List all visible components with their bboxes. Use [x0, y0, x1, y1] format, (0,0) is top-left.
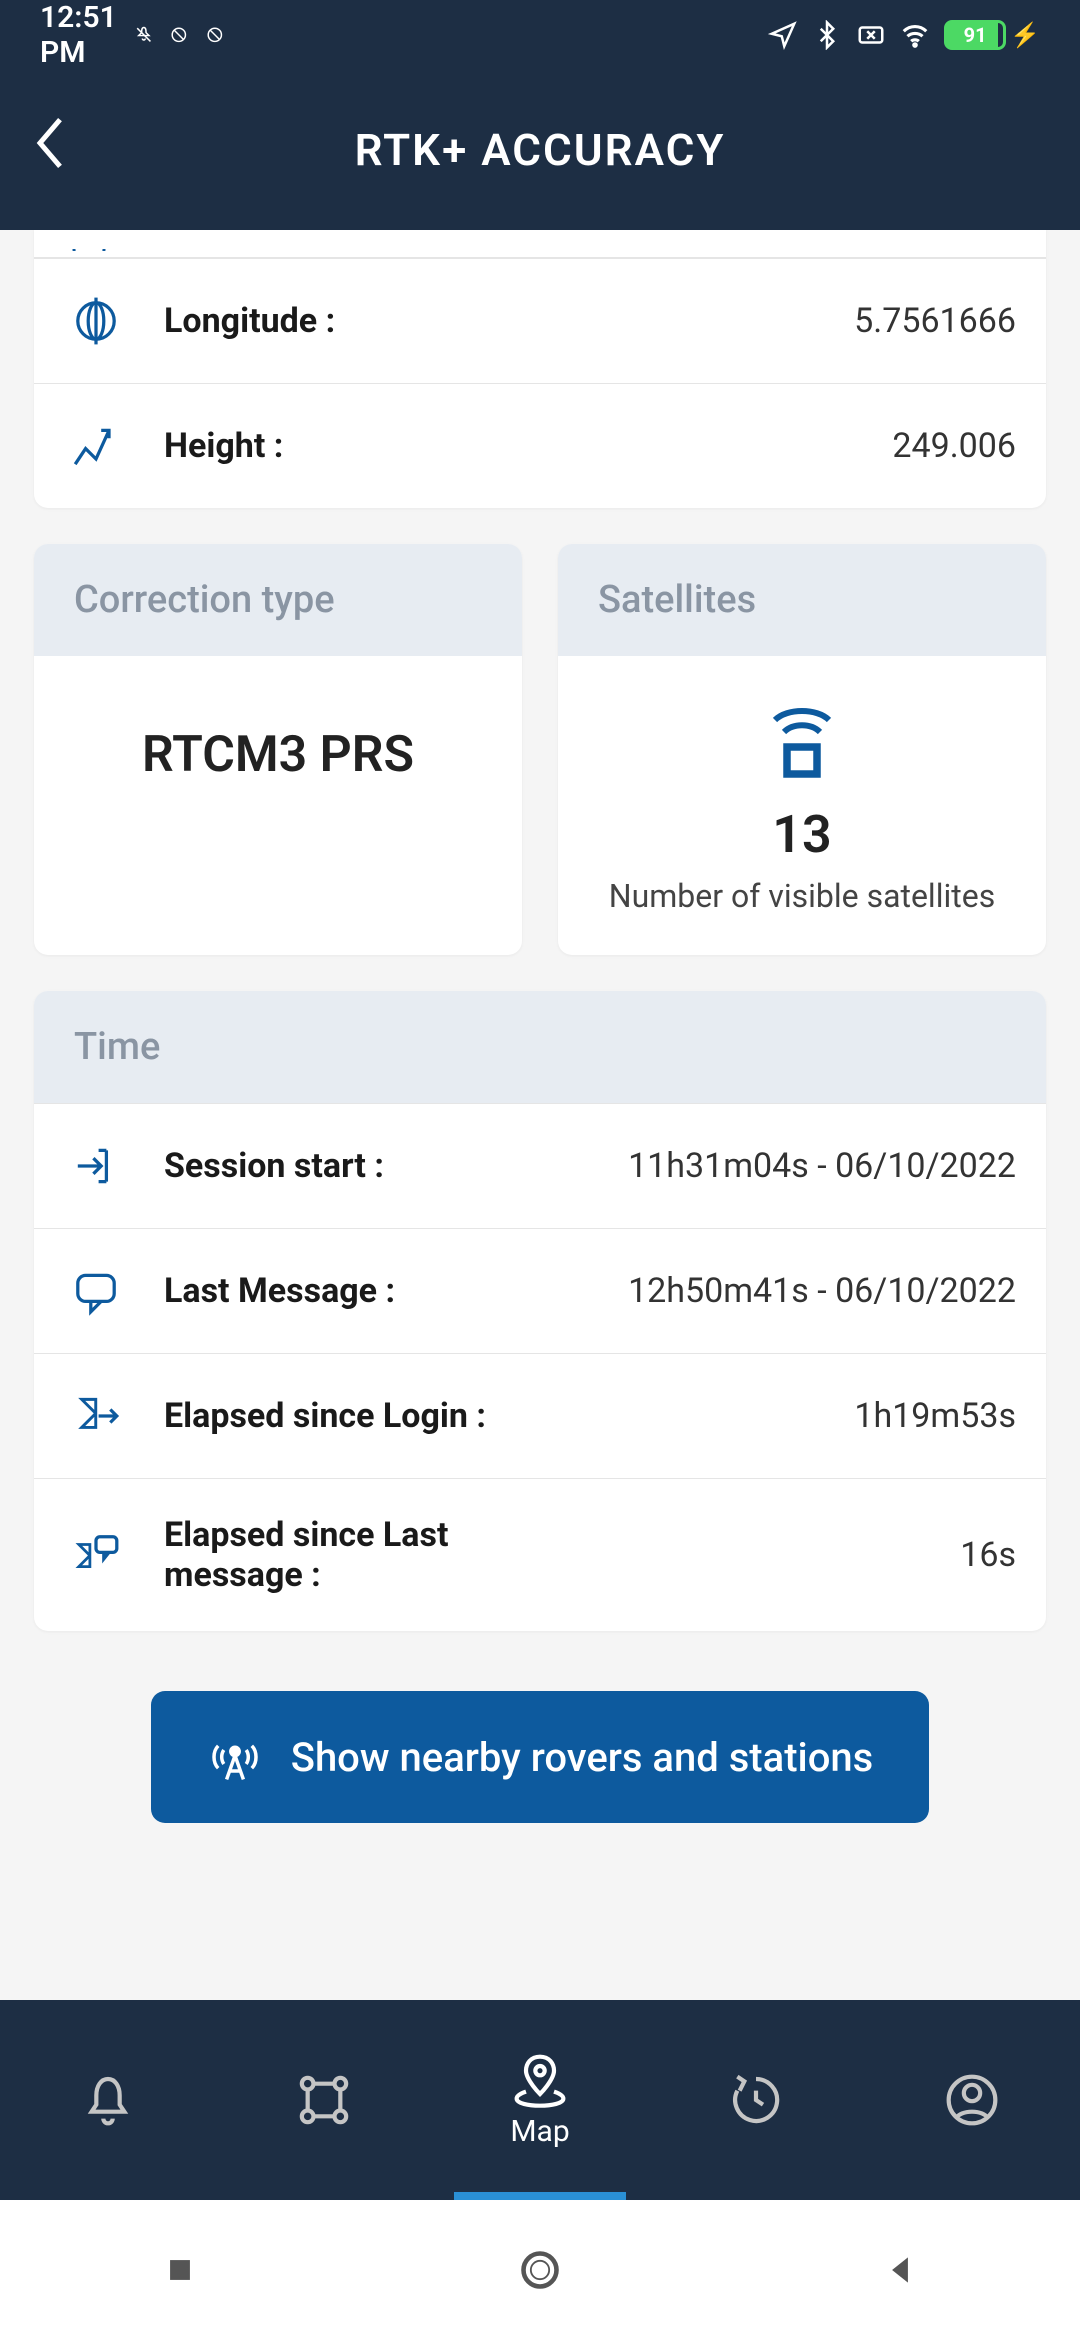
time-card: Time Session start : 11h31m04s - 06/10/2… [34, 991, 1046, 1631]
sys-back[interactable] [878, 2248, 922, 2292]
correction-header: Correction type [34, 544, 522, 656]
battery-indicator: 91 ⚡ [944, 20, 1040, 50]
dnd-icon-2 [206, 26, 224, 44]
sys-home[interactable] [518, 2248, 562, 2292]
sys-recent[interactable] [158, 2248, 202, 2292]
battery-level: 91 [944, 20, 1006, 50]
bluetooth-icon [812, 20, 842, 50]
height-value: 249.006 [892, 426, 1016, 466]
longitude-label: Longitude : [164, 301, 335, 341]
history-icon [728, 2072, 784, 2128]
height-row: Height : 249.006 [34, 383, 1046, 508]
elapsed-login-value: 1h19m53s [854, 1396, 1016, 1436]
partial-row [34, 230, 1046, 258]
last-message-value: 12h50m41s - 06/10/2022 [628, 1271, 1016, 1311]
show-nearby-label: Show nearby rovers and stations [291, 1734, 874, 1781]
nav-alerts[interactable] [0, 2000, 216, 2200]
elapsed-login-icon [64, 1390, 128, 1442]
satellite-count: 13 [578, 804, 1026, 865]
elapsed-msg-label: Elapsed since Last message : [164, 1515, 544, 1595]
mute-icon [135, 26, 153, 44]
longitude-value: 5.7561666 [854, 301, 1016, 341]
bell-icon [80, 2072, 136, 2128]
last-message-row: Last Message : 12h50m41s - 06/10/2022 [34, 1228, 1046, 1353]
status-time: 12:51 PM [40, 0, 117, 70]
correction-value: RTCM3 PRS [54, 726, 502, 784]
charging-icon: ⚡ [1010, 21, 1040, 49]
nav-map[interactable]: Map [432, 2000, 648, 2200]
correction-card: Correction type RTCM3 PRS [34, 544, 522, 955]
content: Longitude : 5.7561666 Height : 249.006 C… [0, 230, 1080, 2000]
page-title: RTK+ ACCURACY [30, 124, 1050, 176]
shape-icon [296, 2072, 352, 2128]
pair-cards: Correction type RTCM3 PRS Satellites 13 … [34, 544, 1046, 955]
nav-history[interactable] [648, 2000, 864, 2200]
last-message-label: Last Message : [164, 1271, 395, 1311]
nav-profile[interactable] [864, 2000, 1080, 2200]
antenna-icon [207, 1729, 263, 1785]
status-right: 91 ⚡ [768, 20, 1040, 50]
bottom-nav: Map [0, 2000, 1080, 2200]
map-pin-icon [512, 2052, 568, 2108]
status-left: 12:51 PM [40, 0, 224, 70]
position-card: Longitude : 5.7561666 Height : 249.006 [34, 230, 1046, 508]
elapsed-msg-icon [64, 1529, 128, 1581]
time-header: Time [34, 991, 1046, 1103]
longitude-row: Longitude : 5.7561666 [34, 258, 1046, 383]
elapsed-login-label: Elapsed since Login : [164, 1396, 486, 1436]
session-start-value: 11h31m04s - 06/10/2022 [628, 1146, 1016, 1186]
satellites-header: Satellites [558, 544, 1046, 656]
satellite-icon [578, 696, 1026, 786]
show-nearby-button[interactable]: Show nearby rovers and stations [151, 1691, 930, 1823]
elapsed-login-row: Elapsed since Login : 1h19m53s [34, 1353, 1046, 1478]
wifi-icon [900, 20, 930, 50]
profile-icon [944, 2072, 1000, 2128]
location-icon [768, 20, 798, 50]
session-start-label: Session start : [164, 1146, 384, 1186]
back-button[interactable] [30, 113, 70, 188]
satellites-card: Satellites 13 Number of visible satellit… [558, 544, 1046, 955]
partial-icon [64, 231, 114, 251]
nav-shapes[interactable] [216, 2000, 432, 2200]
status-bar: 12:51 PM 91 ⚡ [0, 0, 1080, 70]
nav-map-label: Map [510, 2114, 569, 2149]
box-x-icon [856, 20, 886, 50]
satellite-subtitle: Number of visible satellites [578, 877, 1026, 915]
height-label: Height : [164, 426, 283, 466]
session-start-row: Session start : 11h31m04s - 06/10/2022 [34, 1103, 1046, 1228]
elapsed-msg-value: 16s [960, 1535, 1016, 1575]
app-header: RTK+ ACCURACY [0, 70, 1080, 230]
longitude-icon [64, 295, 128, 347]
height-icon [64, 420, 128, 472]
session-start-icon [64, 1140, 128, 1192]
elapsed-msg-row: Elapsed since Last message : 16s [34, 1478, 1046, 1631]
last-message-icon [64, 1265, 128, 1317]
system-nav [0, 2200, 1080, 2340]
dnd-icon [170, 26, 188, 44]
